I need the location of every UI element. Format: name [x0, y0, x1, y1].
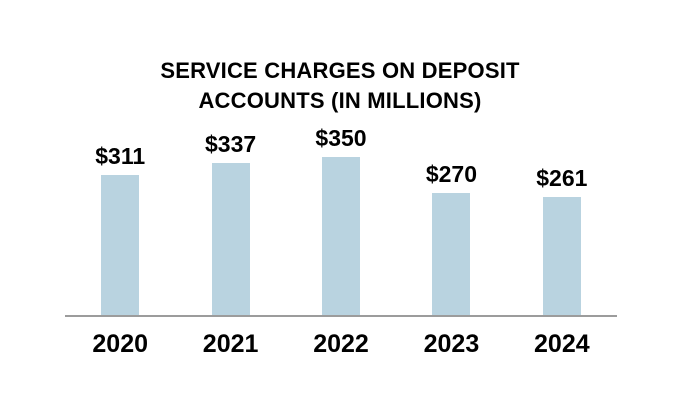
x-tick-2020: 2020	[92, 330, 149, 358]
bar-group-2020: $311	[65, 145, 175, 315]
chart-title: SERVICE CHARGES ON DEPOSIT ACCOUNTS (IN …	[0, 56, 680, 116]
bar-value-label-2021: $337	[205, 131, 257, 157]
x-axis-labels: 2020 2021 2022 2023 2024	[65, 330, 617, 359]
bar-group-2024: $261	[507, 167, 617, 315]
chart-title-line2: ACCOUNTS (IN MILLIONS)	[198, 88, 482, 113]
x-tick-2022: 2022	[313, 330, 369, 358]
chart-title-line1: SERVICE CHARGES ON DEPOSIT	[160, 58, 520, 83]
x-axis-line	[65, 315, 617, 317]
bar-value-label-2020: $311	[95, 143, 146, 169]
bar-2023	[432, 193, 471, 315]
bar-value-label-2022: $350	[315, 125, 367, 151]
bar-group-2022: $350	[286, 127, 396, 315]
bar-2024	[542, 197, 581, 315]
bar-2021	[211, 163, 250, 315]
bar-group-2021: $337	[175, 133, 285, 315]
bar-2022	[322, 157, 361, 315]
bar-value-label-2023: $270	[425, 161, 477, 187]
x-tick-2021: 2021	[202, 330, 259, 358]
bar-value-label-2024: $261	[536, 165, 588, 191]
x-tick-2024: 2024	[534, 330, 590, 358]
plot-area: $311 $337 $350 $270 $261	[65, 0, 617, 315]
bar-group-2023: $270	[396, 163, 506, 315]
x-tick-2023: 2023	[423, 330, 480, 358]
bar-2020	[101, 175, 140, 315]
